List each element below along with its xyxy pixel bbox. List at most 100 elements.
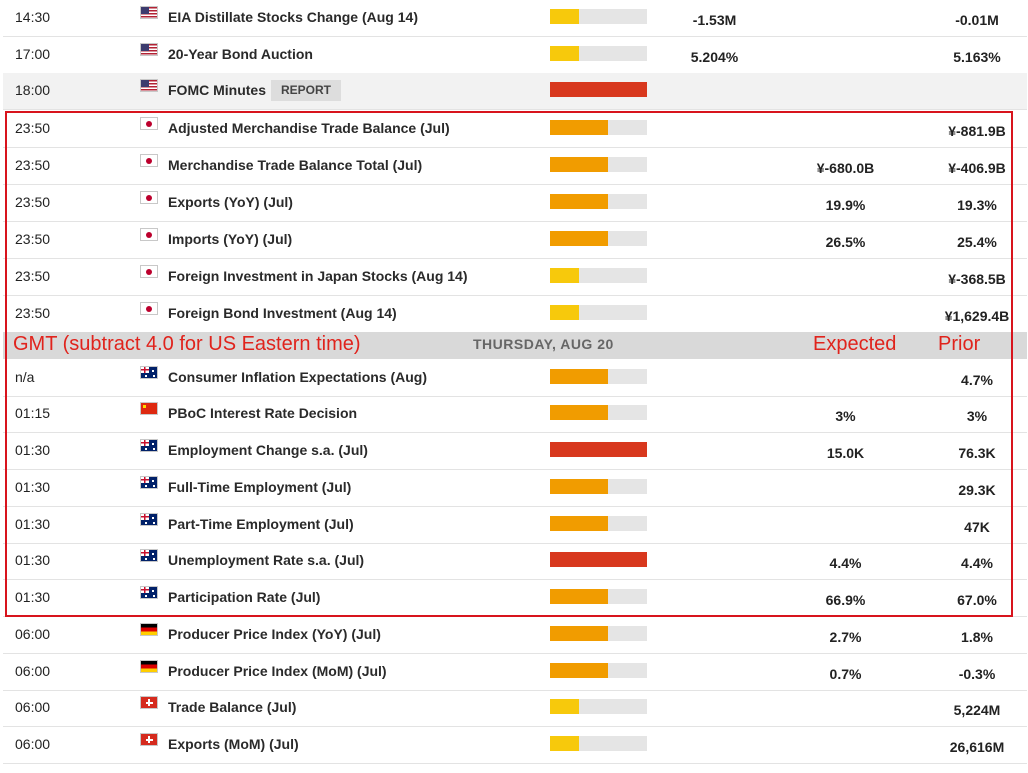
event-row[interactable]: 14:30 EIA Distillate Stocks Change (Aug 1… [3, 0, 1027, 37]
event-time: 06:00 [15, 663, 51, 679]
event-row[interactable]: 18:00 FOMC Minutes REPORT [3, 73, 1027, 110]
event-name-text[interactable]: Merchandise Trade Balance Total (Jul) [168, 157, 423, 173]
event-name-text[interactable]: EIA Distillate Stocks Change (Aug 14) [168, 9, 418, 25]
event-name[interactable]: Adjusted Merchandise Trade Balance (Jul) [168, 111, 450, 145]
event-row[interactable]: 06:00 Exports (MoM) (Jul) 26,616M [3, 727, 1027, 764]
event-name[interactable]: Foreign Bond Investment (Aug 14) [168, 296, 397, 330]
prior-value: ¥-368.5B [948, 271, 1006, 287]
event-name[interactable]: Merchandise Trade Balance Total (Jul) [168, 148, 422, 182]
importance-fill [550, 369, 609, 384]
event-time: 23:50 [15, 157, 51, 173]
event-row[interactable]: 01:30 Unemployment Rate s.a. (Jul) 4.4% 4.4… [3, 543, 1027, 580]
event-name[interactable]: Imports (YoY) (Jul) [168, 222, 292, 256]
event-name[interactable]: Full-Time Employment (Jul) [168, 470, 351, 504]
event-name[interactable]: Producer Price Index (MoM) (Jul) [168, 654, 387, 688]
event-name[interactable]: Trade Balance (Jul) [168, 690, 296, 724]
importance-bar [550, 305, 647, 320]
event-name[interactable]: PBoC Interest Rate Decision [168, 396, 357, 430]
jp-flag-icon [140, 265, 158, 278]
event-name[interactable]: Exports (YoY) (Jul) [168, 185, 293, 219]
event-time: 18:00 [15, 82, 51, 98]
event-name[interactable]: Foreign Investment in Japan Stocks (Aug … [168, 259, 468, 293]
event-name-text[interactable]: Consumer Inflation Expectations (Aug) [168, 369, 428, 385]
importance-fill [550, 405, 609, 420]
timezone-annotation: GMT (subtract 4.0 for US Eastern time) [13, 333, 361, 355]
event-row[interactable]: 01:15 PBoC Interest Rate Decision 3% 3% [3, 396, 1027, 433]
event-name-text[interactable]: Foreign Bond Investment (Aug 14) [168, 305, 397, 321]
event-time: 01:30 [15, 552, 51, 568]
event-time: 06:00 [15, 736, 51, 752]
date-divider: GMT (subtract 4.0 for US Eastern time) T… [3, 332, 1027, 359]
prior-value: ¥-881.9B [948, 123, 1006, 139]
event-row[interactable]: 06:00 Producer Price Index (MoM) (Jul) 0.7… [3, 654, 1027, 691]
event-row[interactable]: 01:30 Participation Rate (Jul) 66.9% 67.0% [3, 580, 1027, 617]
jp-flag-icon [140, 228, 158, 241]
event-row[interactable]: 23:50 Foreign Investment in Japan Stocks … [3, 259, 1027, 296]
importance-fill [550, 552, 647, 567]
importance-fill [550, 120, 609, 135]
event-time: 23:50 [15, 120, 51, 136]
importance-fill [550, 305, 580, 320]
event-row[interactable]: 23:50 Adjusted Merchandise Trade Balance … [3, 111, 1027, 148]
au-flag-icon [140, 476, 158, 489]
event-row[interactable]: 06:00 Producer Price Index (YoY) (Jul) 2.7… [3, 617, 1027, 654]
event-name[interactable]: Exports (MoM) (Jul) [168, 727, 299, 761]
event-row[interactable]: 23:50 Imports (YoY) (Jul) 26.5% 25.4% [3, 222, 1027, 259]
event-name[interactable]: EIA Distillate Stocks Change (Aug 14) [168, 0, 418, 34]
event-name-text[interactable]: Adjusted Merchandise Trade Balance (Jul) [168, 120, 450, 136]
report-tag[interactable]: REPORT [271, 79, 342, 101]
event-name-text[interactable]: Exports (MoM) (Jul) [168, 736, 299, 752]
event-name[interactable]: FOMC Minutes REPORT [168, 73, 342, 107]
ch-flag-icon [140, 696, 158, 709]
event-name-text[interactable]: FOMC Minutes [168, 82, 266, 98]
event-time: 01:30 [15, 479, 51, 495]
event-name[interactable]: Producer Price Index (YoY) (Jul) [168, 617, 381, 651]
importance-bar [550, 369, 647, 384]
importance-bar [550, 442, 647, 457]
event-row[interactable]: 23:50 Foreign Bond Investment (Aug 14) ¥1,… [3, 296, 1027, 333]
event-name-text[interactable]: Exports (YoY) (Jul) [168, 194, 293, 210]
event-row[interactable]: 01:30 Full-Time Employment (Jul) 29.3K [3, 470, 1027, 507]
event-name[interactable]: Consumer Inflation Expectations (Aug) [168, 360, 427, 394]
actual-value: 5.204% [690, 49, 739, 65]
event-name-text[interactable]: Trade Balance (Jul) [168, 699, 297, 715]
event-time: 23:50 [15, 268, 51, 284]
event-name-text[interactable]: Producer Price Index (MoM) (Jul) [168, 663, 387, 679]
event-row[interactable]: 17:00 20-Year Bond Auction 5.204% 5.163% [3, 37, 1027, 74]
prior-value: 47K [964, 519, 990, 535]
event-name-text[interactable]: Participation Rate (Jul) [168, 589, 321, 605]
event-name-text[interactable]: Producer Price Index (YoY) (Jul) [168, 626, 381, 642]
event-name-text[interactable]: Employment Change s.a. (Jul) [168, 442, 368, 458]
event-name-text[interactable]: 20-Year Bond Auction [168, 46, 313, 62]
event-name-text[interactable]: Imports (YoY) (Jul) [168, 231, 293, 247]
event-name[interactable]: 20-Year Bond Auction [168, 37, 313, 71]
event-name[interactable]: Participation Rate (Jul) [168, 580, 320, 614]
event-row[interactable]: 01:30 Employment Change s.a. (Jul) 15.0K 76… [3, 433, 1027, 470]
prior-value: 3% [966, 408, 988, 424]
event-row[interactable]: 06:00 Trade Balance (Jul) 5,224M [3, 690, 1027, 727]
prior-value: 67.0% [957, 592, 997, 608]
importance-bar [550, 82, 647, 97]
event-row[interactable]: 01:30 Part-Time Employment (Jul) 47K [3, 507, 1027, 544]
forecast-value: 19.9% [825, 197, 866, 213]
actual-value: -1.53M [692, 12, 737, 28]
event-name[interactable]: Unemployment Rate s.a. (Jul) [168, 543, 364, 577]
forecast-value: 2.7% [829, 629, 862, 645]
event-name-text[interactable]: Part-Time Employment (Jul) [168, 516, 354, 532]
event-row[interactable]: 23:50 Merchandise Trade Balance Total (Ju… [3, 148, 1027, 185]
au-flag-icon [140, 439, 158, 452]
event-name[interactable]: Part-Time Employment (Jul) [168, 507, 354, 541]
event-name[interactable]: Employment Change s.a. (Jul) [168, 433, 368, 467]
event-name-text[interactable]: Foreign Investment in Japan Stocks (Aug … [168, 268, 468, 284]
event-row[interactable]: 23:50 Exports (YoY) (Jul) 19.9% 19.3% [3, 185, 1027, 222]
event-time: 23:50 [15, 194, 51, 210]
importance-fill [550, 194, 609, 209]
event-time: 01:30 [15, 516, 51, 532]
forecast-value: 3% [835, 408, 856, 424]
event-name-text[interactable]: Unemployment Rate s.a. (Jul) [168, 552, 365, 568]
forecast-value: 26.5% [825, 234, 866, 250]
event-row[interactable]: n/a Consumer Inflation Expectations (Aug)… [3, 360, 1027, 397]
prior-value: 1.8% [961, 629, 993, 645]
event-name-text[interactable]: PBoC Interest Rate Decision [168, 405, 358, 421]
event-name-text[interactable]: Full-Time Employment (Jul) [168, 479, 352, 495]
